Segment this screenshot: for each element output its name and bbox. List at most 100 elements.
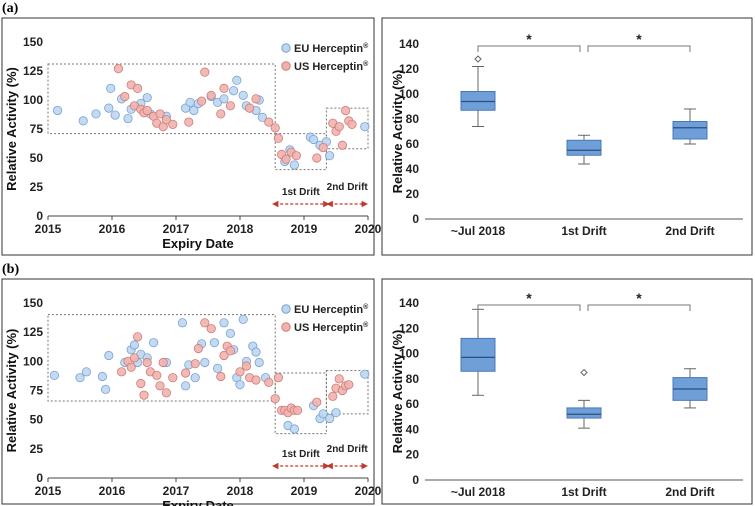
x-tick-label: 2019 (291, 484, 318, 498)
y-tick-label: 25 (30, 180, 44, 194)
box-body (672, 121, 708, 140)
box-y-tick-label: 20 (406, 187, 420, 201)
eu-point (251, 347, 261, 357)
us-point (241, 361, 251, 371)
box-body (566, 407, 602, 419)
us-point (340, 105, 351, 116)
y-tick-label: 100 (23, 354, 43, 368)
legend-eu-mark: ® (363, 42, 369, 50)
panel-1: (b) 0 25 50 75 100 125 150 2015 2016 2017 2018 2019 2… (1, 262, 753, 506)
us-point (133, 332, 143, 342)
box-category-label: ~Jul 2018 (451, 485, 506, 499)
significance-star: * (526, 31, 532, 47)
drift-label: 1st Drift (282, 187, 320, 198)
box-y-tick-label: 40 (406, 422, 420, 436)
us-point (200, 67, 210, 77)
y-tick-label: 75 (30, 122, 44, 136)
box-y-tick-label: 140 (399, 37, 419, 51)
region-box (47, 314, 276, 402)
box-y-tick-label: 60 (406, 137, 420, 151)
scatter-frame (1, 278, 375, 505)
us-point (136, 378, 146, 389)
x-axis-title: Expiry Date (162, 236, 234, 251)
y-tick-label: 50 (30, 413, 44, 427)
eu-point (257, 112, 267, 123)
eu-point (289, 160, 299, 170)
us-point (193, 343, 203, 354)
significance-star: * (636, 290, 642, 306)
y-tick-label: 125 (23, 64, 43, 78)
legend-us-mark: ® (363, 321, 369, 329)
us-point (139, 390, 149, 400)
eu-point (110, 110, 120, 120)
us-point (120, 91, 130, 102)
x-tick-label: 2018 (227, 484, 254, 498)
us-point (273, 133, 283, 143)
us-point (197, 96, 207, 106)
y-tick-label: 125 (23, 325, 43, 339)
box-y-tick-label: 0 (412, 473, 419, 487)
us-point (334, 374, 344, 384)
us-point (245, 103, 255, 113)
box-y-tick-label: 100 (399, 87, 419, 101)
us-point (270, 394, 280, 404)
eu-point (200, 357, 210, 368)
eu-point (232, 75, 242, 85)
box-y-tick-label: 80 (406, 372, 420, 386)
us-point (347, 119, 357, 129)
us-point (155, 381, 165, 391)
us-point (161, 115, 171, 125)
eu-point (189, 105, 199, 116)
box-y-tick-label: 60 (406, 397, 420, 411)
box-outlier (474, 55, 482, 63)
eu-point (324, 413, 335, 424)
us-point (344, 380, 354, 390)
us-point (158, 357, 168, 368)
us-point (152, 370, 162, 380)
region-box (325, 370, 369, 415)
drift-label: 2nd Drift (327, 182, 369, 193)
us-point (251, 94, 261, 104)
boxplot-frame (381, 278, 753, 505)
us-point (334, 122, 344, 132)
eu-point (106, 83, 116, 94)
box-y-tick-label: 20 (406, 448, 420, 462)
box-outlier (580, 368, 588, 377)
eu-point (235, 380, 245, 390)
us-point (168, 119, 178, 129)
us-point (225, 101, 235, 111)
box-y-tick-label: 100 (399, 347, 419, 361)
us-point (225, 346, 235, 356)
us-point (251, 375, 261, 385)
box-category-label: 1st Drift (561, 485, 606, 499)
eu-point (129, 340, 139, 350)
eu-point (78, 116, 88, 126)
us-point (337, 140, 347, 150)
x-tick-label: 2017 (163, 222, 190, 236)
us-point (273, 373, 283, 383)
significance-bracket (587, 45, 691, 52)
legend-us-marker (281, 322, 291, 332)
us-point (291, 151, 301, 161)
legend-eu-label: EU Herceptin® (294, 303, 369, 316)
eu-point (318, 409, 328, 419)
box-y-axis-title: Relative Activity (%) (390, 70, 405, 194)
us-point (126, 362, 136, 372)
drift-label: 1st Drift (282, 449, 320, 460)
legend-us-label: US Herceptin® (294, 321, 369, 334)
us-point (113, 64, 124, 74)
us-point (318, 142, 328, 153)
legend-eu-marker (281, 43, 291, 53)
us-point (168, 373, 178, 383)
eu-point (49, 370, 60, 380)
box-y-tick-label: 0 (412, 212, 419, 226)
box-y-tick-label: 140 (399, 296, 419, 310)
us-point (281, 154, 291, 164)
box-y-tick-label: 120 (399, 321, 419, 335)
legend-us-mark: ® (363, 60, 369, 68)
eu-point (104, 350, 114, 361)
box-category-label: ~Jul 2018 (451, 224, 506, 238)
us-point (270, 123, 280, 133)
us-point (235, 367, 245, 377)
us-point (216, 109, 226, 119)
